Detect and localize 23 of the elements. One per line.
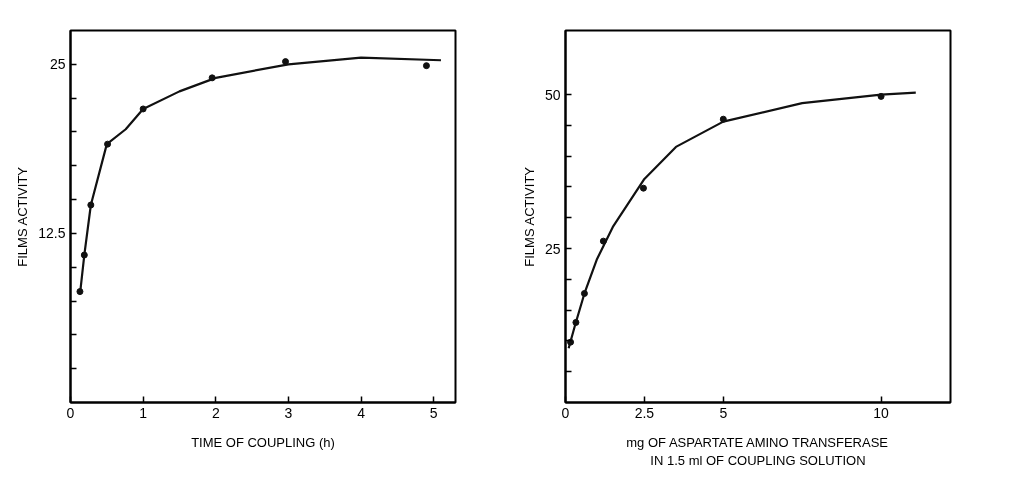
y-tick-label: 12.5	[38, 225, 66, 242]
x-tick-label: 2	[211, 404, 220, 421]
point	[639, 184, 647, 192]
x-tick-label: 0	[561, 404, 570, 421]
x-tick-label: 10	[873, 404, 890, 421]
x-tick-label: 5	[719, 404, 728, 421]
y-axis-title: FILMS ACTIVITY	[15, 166, 31, 267]
y-tick-label: 25	[49, 56, 66, 73]
y-axis-title: FILMS ACTIVITY	[521, 166, 537, 267]
x-tick-label: 4	[357, 404, 366, 421]
x-tick-label: 5	[429, 404, 438, 421]
point	[422, 62, 430, 70]
x-tick-label: 0	[66, 404, 75, 421]
x-axis-title: mg OF ASPARTATE AMINO TRANSFERASE IN 1.5 ml OF COUPLING SOLUTION	[626, 434, 889, 468]
line-series	[78, 56, 443, 296]
line-series	[567, 91, 917, 350]
point	[282, 58, 290, 66]
y-tick-label: 25	[544, 240, 561, 257]
x-tick-label: 1	[139, 404, 148, 421]
x-tick-label: 2.5	[634, 404, 655, 421]
x-tick-label: 3	[284, 404, 293, 421]
y-tick-label: 50	[544, 86, 561, 103]
x-axis-title: TIME OF COUPLING (h)	[191, 434, 335, 450]
